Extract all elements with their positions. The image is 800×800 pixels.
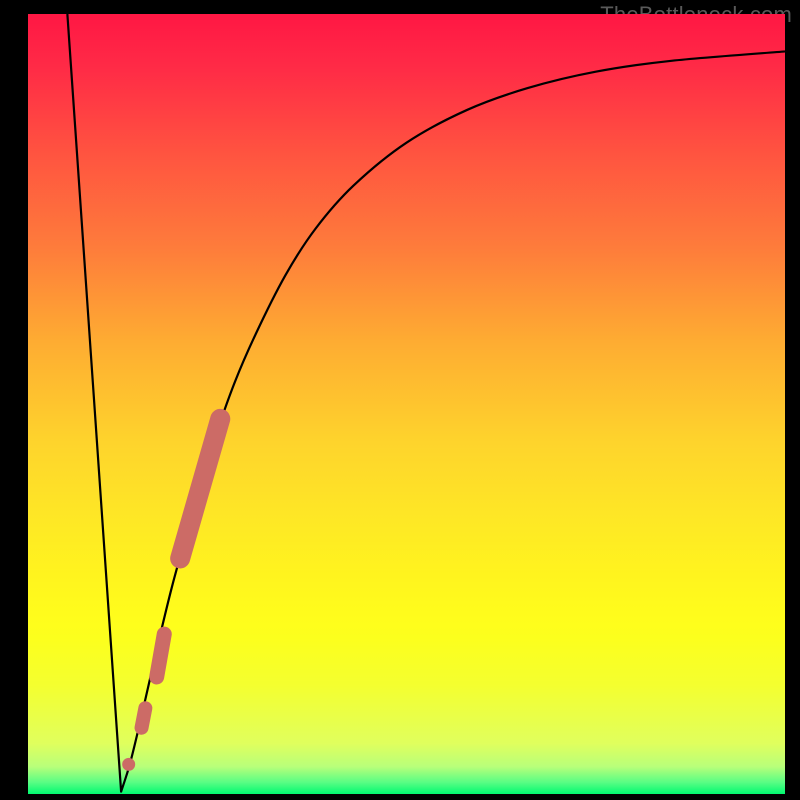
plot-area [28, 14, 785, 794]
plot-svg [28, 14, 785, 794]
marker-segment [157, 634, 165, 677]
marker-dot [122, 758, 135, 771]
gradient-background [28, 14, 785, 794]
chart-frame: TheBottleneck.com [0, 0, 800, 800]
marker-segment [142, 708, 146, 728]
